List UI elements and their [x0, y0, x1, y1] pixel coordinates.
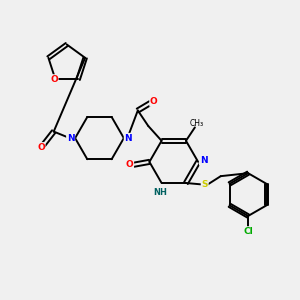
Text: S: S — [201, 180, 208, 189]
Text: O: O — [37, 143, 45, 152]
Text: CH₃: CH₃ — [189, 119, 203, 128]
Text: Cl: Cl — [243, 227, 253, 236]
Text: N: N — [200, 156, 207, 165]
Text: O: O — [50, 75, 58, 84]
Text: NH: NH — [153, 188, 167, 197]
Text: N: N — [124, 134, 132, 142]
Text: O: O — [150, 97, 158, 106]
Text: N: N — [67, 134, 74, 142]
Text: O: O — [126, 160, 134, 169]
